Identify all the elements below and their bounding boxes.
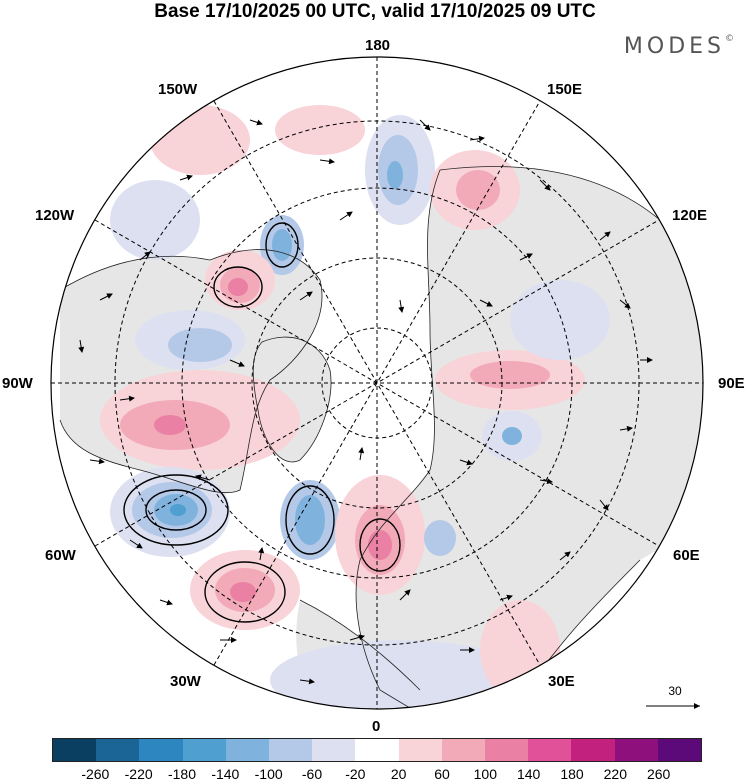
colorbar-tick-label: 20 bbox=[390, 766, 407, 782]
colorbar-tick-label: -220 bbox=[124, 766, 153, 782]
contour-layer bbox=[123, 222, 401, 623]
colorbar-tick-label: -180 bbox=[167, 766, 197, 782]
colorbar-swatch bbox=[441, 739, 486, 761]
lon-label-90e: 90E bbox=[718, 375, 745, 392]
lon-label-30e: 30E bbox=[548, 673, 575, 690]
lon-label-60w: 60W bbox=[45, 547, 76, 564]
colorbar-swatch bbox=[355, 739, 399, 761]
colorbar-tick-label: 180 bbox=[560, 766, 584, 782]
lon-label-30w: 30W bbox=[170, 673, 201, 690]
lon-label-120e: 120E bbox=[672, 207, 708, 224]
colorbar-tick-label: 260 bbox=[646, 766, 671, 782]
colorbar-swatch bbox=[398, 739, 442, 761]
graticule bbox=[51, 57, 703, 709]
colorbar-swatch bbox=[269, 739, 313, 761]
lon-label-150w: 150W bbox=[158, 81, 198, 98]
colorbar-tick-label: 100 bbox=[473, 766, 497, 782]
map-disc bbox=[59, 105, 703, 709]
brand-logo: MODES© bbox=[624, 34, 734, 59]
colorbar-swatch bbox=[225, 739, 270, 761]
colorbar-swatch bbox=[657, 739, 702, 761]
colorbar-swatch bbox=[96, 739, 140, 761]
vector-scale-arrow bbox=[646, 703, 700, 709]
colorbar-tick-label: 60 bbox=[434, 766, 450, 782]
colorbar-swatch bbox=[528, 739, 572, 761]
brand-mark: © bbox=[725, 34, 734, 44]
colorbar-swatch bbox=[312, 739, 356, 761]
colorbar bbox=[52, 738, 702, 762]
colorbar-swatch bbox=[571, 739, 615, 761]
lon-label-60e: 60E bbox=[673, 547, 700, 564]
colorbar-swatch bbox=[182, 739, 226, 761]
colorbar-swatch bbox=[53, 739, 97, 761]
vector-scale-value: 30 bbox=[668, 684, 682, 698]
lon-label-90w: 90W bbox=[2, 375, 33, 392]
colorbar-tick-label: -60 bbox=[301, 766, 323, 782]
colorbar-tick-label: -140 bbox=[211, 766, 240, 782]
colorbar-swatch bbox=[614, 739, 658, 761]
colorbar-swatch bbox=[485, 739, 529, 761]
map-title: Base 17/10/2025 00 UTC, valid 17/10/2025… bbox=[154, 1, 596, 22]
colorbar-ticks: -260 -220 -180 -140 -100 -60 -20 20 60 100 140 180 2… bbox=[0, 766, 750, 784]
lon-label-120w: 120W bbox=[35, 207, 75, 224]
brand-name: MODES bbox=[623, 34, 725, 59]
colorbar-tick-label: -100 bbox=[254, 766, 283, 782]
anomaly-layer bbox=[100, 105, 610, 709]
lon-label-180: 180 bbox=[365, 37, 391, 54]
colorbar-tick-label: -260 bbox=[81, 766, 110, 782]
vector-scale: 30 bbox=[640, 684, 710, 714]
lon-label-150e: 150E bbox=[547, 81, 583, 98]
colorbar-tick-label: 140 bbox=[516, 766, 541, 782]
colorbar-tick-label: -20 bbox=[345, 766, 366, 782]
colorbar-swatch bbox=[139, 739, 183, 761]
lon-label-0: 0 bbox=[372, 718, 381, 735]
map-border bbox=[50, 56, 704, 710]
colorbar-tick-label: 220 bbox=[603, 766, 627, 782]
